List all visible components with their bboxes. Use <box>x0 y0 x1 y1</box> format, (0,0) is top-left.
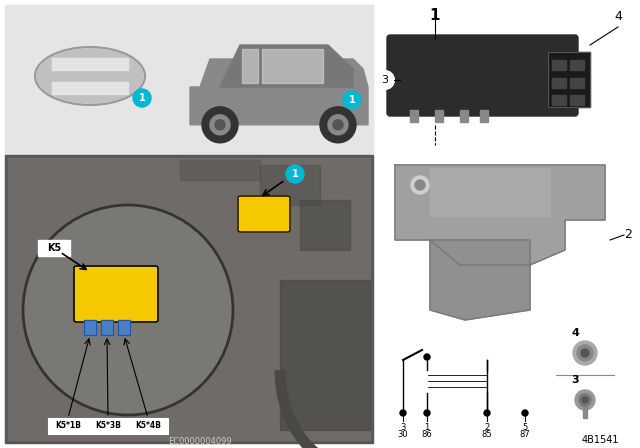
Bar <box>101 320 113 335</box>
Bar <box>556 325 614 425</box>
Circle shape <box>202 107 238 143</box>
Circle shape <box>376 71 394 89</box>
Circle shape <box>286 165 304 183</box>
Circle shape <box>133 89 151 107</box>
Bar <box>552 60 566 70</box>
Circle shape <box>210 115 230 135</box>
Bar <box>430 168 550 216</box>
Circle shape <box>575 390 595 410</box>
Text: K5*1B: K5*1B <box>55 422 81 431</box>
Polygon shape <box>262 49 323 83</box>
Polygon shape <box>190 59 368 125</box>
Bar <box>425 370 489 393</box>
Bar <box>280 280 370 430</box>
Bar <box>385 325 545 425</box>
Bar <box>460 110 468 122</box>
Polygon shape <box>220 45 353 87</box>
Bar <box>118 320 130 335</box>
Bar <box>570 95 584 105</box>
Bar <box>52 58 128 70</box>
Ellipse shape <box>37 49 143 103</box>
Text: 86: 86 <box>422 430 433 439</box>
FancyBboxPatch shape <box>238 196 290 232</box>
Circle shape <box>343 91 361 109</box>
Circle shape <box>411 176 429 194</box>
Circle shape <box>415 180 425 190</box>
Text: EC0000004099: EC0000004099 <box>168 436 232 445</box>
Text: 1: 1 <box>429 8 440 22</box>
Text: 2: 2 <box>484 423 490 432</box>
FancyBboxPatch shape <box>74 266 158 322</box>
Circle shape <box>581 349 589 357</box>
Text: 30: 30 <box>397 430 408 439</box>
Circle shape <box>320 107 356 143</box>
Circle shape <box>333 120 343 130</box>
Bar <box>5 5 183 153</box>
Text: 4: 4 <box>571 328 579 338</box>
Text: K5*4B: K5*4B <box>135 422 161 431</box>
Circle shape <box>328 115 348 135</box>
Bar <box>378 0 640 448</box>
Ellipse shape <box>35 47 145 105</box>
Circle shape <box>215 120 225 130</box>
Polygon shape <box>242 49 258 83</box>
Polygon shape <box>395 165 605 265</box>
Text: 1: 1 <box>292 169 298 179</box>
Text: 5: 5 <box>522 423 527 432</box>
Bar <box>5 5 373 443</box>
Polygon shape <box>430 240 530 320</box>
Text: 3: 3 <box>400 423 406 432</box>
Bar <box>435 110 443 122</box>
Text: 3: 3 <box>571 375 579 385</box>
Circle shape <box>573 341 597 365</box>
Text: 85: 85 <box>482 430 492 439</box>
Bar <box>260 165 320 205</box>
Text: 4B1541: 4B1541 <box>581 435 619 445</box>
Bar <box>570 60 584 70</box>
Bar <box>84 320 96 335</box>
Text: 87: 87 <box>520 430 531 439</box>
Bar <box>552 78 566 88</box>
Circle shape <box>484 410 490 416</box>
Circle shape <box>522 410 528 416</box>
Bar <box>118 320 130 335</box>
Bar <box>8 158 370 440</box>
Circle shape <box>577 345 593 361</box>
Bar <box>548 52 590 107</box>
Circle shape <box>23 205 233 415</box>
Circle shape <box>579 394 591 406</box>
Circle shape <box>424 410 430 416</box>
Bar <box>180 160 260 180</box>
Circle shape <box>607 5 629 27</box>
Bar <box>128 418 168 434</box>
Bar <box>552 95 566 105</box>
Text: 4: 4 <box>614 9 622 22</box>
Bar <box>183 5 373 153</box>
Text: K5*3B: K5*3B <box>95 422 121 431</box>
Text: 1: 1 <box>139 93 145 103</box>
Bar <box>48 418 88 434</box>
Text: K5: K5 <box>47 243 61 253</box>
Bar <box>38 240 70 256</box>
Circle shape <box>424 354 430 360</box>
Bar <box>52 82 128 94</box>
Bar <box>101 320 113 335</box>
Text: 1: 1 <box>349 95 355 105</box>
Bar <box>548 52 590 107</box>
Bar <box>5 155 373 443</box>
Bar <box>410 110 418 122</box>
Text: 2: 2 <box>624 228 632 241</box>
Bar <box>300 200 350 250</box>
Circle shape <box>582 397 588 403</box>
Bar <box>583 406 587 418</box>
Bar <box>84 320 96 335</box>
FancyBboxPatch shape <box>387 35 578 116</box>
Bar <box>480 110 488 122</box>
Text: 3: 3 <box>381 75 388 85</box>
Bar <box>88 418 128 434</box>
Text: 1: 1 <box>424 423 429 432</box>
Bar <box>570 78 584 88</box>
Circle shape <box>400 410 406 416</box>
